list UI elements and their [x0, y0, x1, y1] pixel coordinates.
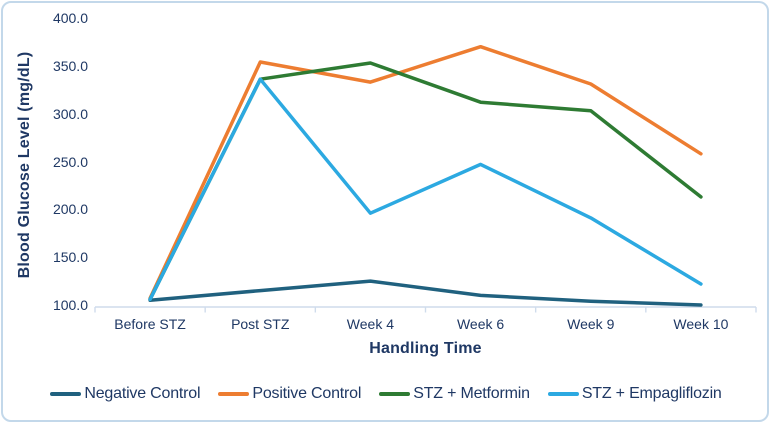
x-axis-title: Handling Time: [369, 340, 482, 357]
x-tick-label: Post STZ: [231, 316, 290, 332]
legend-label: Positive Control: [252, 385, 362, 402]
series-line-stz-metformin: [148, 61, 703, 302]
x-tick-label: Week 4: [346, 316, 395, 332]
x-tick-label: Week 6: [456, 316, 505, 332]
series-line-negative-control: [148, 279, 703, 307]
x-tick-label: Week 9: [567, 316, 615, 332]
y-tick-label: 400.0: [52, 10, 88, 26]
y-tick-label: 150.0: [52, 249, 88, 266]
legend-swatch-icon: [547, 392, 579, 396]
series-line-stz-empagliflozin: [148, 77, 703, 302]
legend-swatch-icon: [218, 392, 250, 396]
legend-label: Negative Control: [84, 385, 201, 402]
legend-label: STZ + Empagliflozin: [581, 385, 722, 402]
y-tick-label: 200.0: [52, 201, 88, 218]
legend-item: STZ + Metformin: [379, 385, 530, 403]
y-tick-label: 350.0: [52, 57, 88, 74]
legend-label: STZ + Metformin: [413, 385, 530, 402]
legend-item: STZ + Empagliflozin: [547, 385, 722, 403]
legend-item: Negative Control: [50, 385, 201, 403]
legend-item: Positive Control: [218, 385, 361, 403]
legend-swatch-icon: [379, 392, 411, 396]
legend: Negative Control Positive Control STZ + Me…: [0, 385, 772, 403]
x-tick-label: Before STZ: [114, 316, 186, 332]
x-tick-label: Week 10: [673, 316, 729, 332]
y-tick-label: 100.0: [52, 297, 88, 313]
legend-swatch-icon: [50, 392, 82, 396]
y-tick-label: 300.0: [52, 105, 88, 122]
series-line-positive-control: [148, 44, 703, 301]
y-tick-label: 250.0: [52, 153, 88, 170]
